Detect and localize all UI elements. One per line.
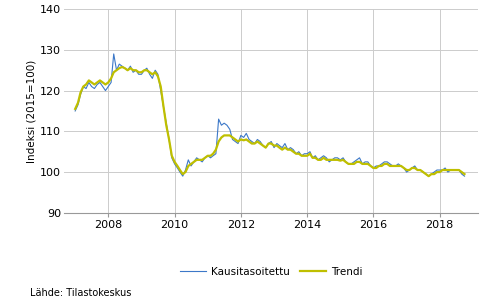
Line: Kausitasoitettu: Kausitasoitettu — [75, 54, 464, 176]
Line: Trendi: Trendi — [75, 67, 464, 176]
Text: Lähde: Tilastokeskus: Lähde: Tilastokeskus — [30, 288, 131, 298]
Legend: Kausitasoitettu, Trendi: Kausitasoitettu, Trendi — [176, 263, 367, 281]
Y-axis label: Indeksi (2015=100): Indeksi (2015=100) — [26, 59, 36, 163]
